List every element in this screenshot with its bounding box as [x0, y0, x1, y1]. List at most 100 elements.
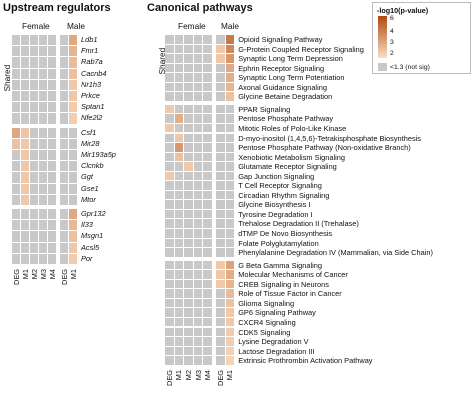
heat-cell-canonical-female-8-0	[165, 181, 174, 190]
upstream-row-label: Mtor	[81, 194, 96, 204]
heat-cell-upstream-shared-6-1	[21, 102, 29, 113]
canonical-row-label: CXCR4 Signaling	[238, 317, 296, 327]
heat-cell-upstream-shared-3-0	[12, 68, 20, 79]
heat-cell-canonical-female-11-3	[193, 209, 203, 219]
heat-cell-canonical-female-2-6	[225, 123, 235, 133]
heat-cell-canonical-male-10-0	[165, 356, 174, 365]
heat-cell-canonical-shared-1-2	[184, 44, 193, 54]
heat-cell-upstream-female-1-5	[60, 138, 68, 149]
heat-cell-upstream-female-1-0	[12, 138, 20, 149]
heat-cell-canonical-male-0-5	[216, 260, 225, 270]
heat-cell-canonical-male-1-2	[184, 270, 193, 279]
legend-tick-2: 2	[390, 50, 394, 57]
heat-cell-upstream-shared-5-2	[30, 91, 38, 102]
heat-cell-canonical-male-1-0	[165, 270, 174, 279]
heat-cell-canonical-shared-3-1	[174, 63, 184, 73]
heat-cell-upstream-shared-6-0	[12, 102, 20, 113]
heat-cell-canonical-female-13-6	[225, 229, 235, 238]
heat-cell-canonical-male-1-3	[193, 270, 203, 279]
heat-cell-canonical-shared-4-3	[193, 73, 203, 82]
heat-cell-canonical-male-8-3	[193, 337, 203, 346]
heat-cell-canonical-female-9-2	[184, 190, 193, 200]
heat-cell-canonical-female-7-5	[216, 171, 225, 181]
heat-cell-canonical-female-13-4	[203, 229, 212, 238]
upstream-row-label: Por	[81, 253, 93, 263]
heat-cell-canonical-shared-5-0	[165, 82, 174, 92]
upstream-row-label: Mir28	[81, 138, 100, 148]
heat-cell-canonical-female-2-3	[193, 123, 203, 133]
heat-cell-canonical-female-6-4	[203, 162, 212, 171]
heat-cell-upstream-shared-4-0	[12, 79, 20, 90]
upstream-column-label: M1	[20, 269, 30, 280]
heat-cell-upstream-female-3-1	[21, 161, 29, 172]
heat-cell-upstream-shared-3-4	[48, 68, 56, 79]
heat-cell-canonical-female-11-4	[203, 209, 212, 219]
canonical-row-label: Molecular Mechanisms of Cancer	[238, 270, 348, 280]
heat-cell-canonical-female-1-3	[193, 114, 203, 123]
legend-tick-6: 6	[390, 15, 394, 22]
canonical-row-label: Synaptic Long Term Potentiation	[238, 73, 345, 83]
canonical-row-label: CDK5 Signaling	[238, 327, 291, 337]
upstream-title: Upstream regulators	[3, 2, 111, 14]
heat-cell-upstream-female-2-3	[39, 150, 47, 161]
heat-cell-upstream-female-2-2	[30, 150, 38, 161]
heat-cell-upstream-female-6-0	[12, 194, 20, 205]
canonical-row-label: Synaptic Long Term Depression	[238, 54, 343, 64]
heat-cell-upstream-shared-1-1	[21, 46, 29, 57]
heat-cell-upstream-shared-5-1	[21, 91, 29, 102]
heat-cell-canonical-female-12-6	[225, 219, 235, 228]
heat-cell-canonical-shared-6-3	[193, 92, 203, 101]
heat-cell-canonical-male-0-6	[225, 260, 235, 270]
heat-cell-canonical-male-5-1	[174, 308, 184, 317]
heat-cell-canonical-male-0-3	[193, 260, 203, 270]
heat-cell-upstream-shared-2-3	[39, 57, 47, 68]
heat-cell-canonical-shared-1-1	[174, 44, 184, 54]
heat-cell-canonical-female-15-4	[203, 248, 212, 257]
heat-cell-canonical-male-9-1	[174, 346, 184, 356]
heat-cell-upstream-male-4-3	[39, 253, 47, 264]
heat-cell-upstream-female-0-2	[30, 127, 38, 138]
heat-cell-canonical-female-15-2	[184, 248, 193, 257]
canonical-row-label: Lysine Degradation V	[238, 337, 309, 347]
canonical-row-label: dTMP De Novo Biosynthesis	[238, 229, 333, 238]
heat-cell-upstream-male-3-4	[48, 242, 56, 253]
heat-cell-canonical-female-2-0	[165, 123, 174, 133]
heat-cell-upstream-shared-2-6	[69, 57, 77, 68]
heat-cell-canonical-shared-2-6	[225, 54, 235, 63]
heat-cell-canonical-male-8-4	[203, 337, 212, 346]
heat-cell-upstream-shared-7-0	[12, 113, 20, 124]
heat-cell-canonical-female-6-1	[174, 162, 184, 171]
heat-cell-upstream-male-4-1	[21, 253, 29, 264]
upstream-row-label: Nr1h3	[81, 79, 102, 89]
heat-cell-canonical-female-10-0	[165, 200, 174, 209]
heat-cell-canonical-male-5-2	[184, 308, 193, 317]
heat-cell-canonical-male-9-2	[184, 346, 193, 356]
heat-cell-canonical-female-4-0	[165, 143, 174, 152]
heat-cell-canonical-male-4-6	[225, 298, 235, 308]
heat-cell-canonical-male-10-4	[203, 356, 212, 365]
upstream-row-label: Msgn1	[81, 231, 104, 241]
heat-cell-canonical-shared-3-2	[184, 63, 193, 73]
heat-cell-canonical-female-8-1	[174, 181, 184, 190]
heat-cell-canonical-female-12-0	[165, 219, 174, 228]
upstream-column-label: M1	[68, 269, 78, 280]
heat-cell-canonical-female-12-4	[203, 219, 212, 228]
heat-cell-canonical-female-10-4	[203, 200, 212, 209]
heat-cell-canonical-female-3-1	[174, 133, 184, 143]
canonical-row-label: Lactose Degradation III	[238, 346, 315, 356]
heat-cell-canonical-shared-0-2	[184, 35, 193, 44]
heat-cell-canonical-female-7-2	[184, 171, 193, 181]
heat-cell-canonical-female-3-0	[165, 133, 174, 143]
heat-cell-upstream-shared-1-4	[48, 46, 56, 57]
heat-cell-canonical-female-5-1	[174, 152, 184, 162]
heat-cell-upstream-male-3-6	[69, 242, 77, 253]
heat-cell-canonical-female-1-0	[165, 114, 174, 123]
heat-cell-canonical-shared-4-2	[184, 73, 193, 82]
heat-cell-upstream-male-2-1	[21, 231, 29, 242]
heat-cell-canonical-male-3-2	[184, 289, 193, 298]
heat-cell-upstream-shared-7-3	[39, 113, 47, 124]
heat-cell-upstream-male-1-1	[21, 220, 29, 231]
heat-cell-canonical-shared-6-4	[203, 92, 212, 101]
canonical-column-label: DEG	[164, 369, 174, 386]
canonical-row-label: Role of Tissue Factor in Cancer	[238, 289, 342, 299]
